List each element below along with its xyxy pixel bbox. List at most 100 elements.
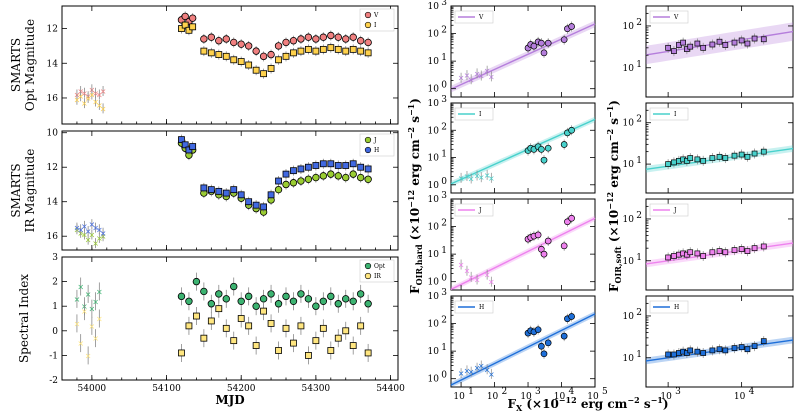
- data-point-cross: ×: [488, 174, 495, 183]
- data-point: [289, 297, 298, 305]
- data-point: [237, 58, 245, 65]
- legend: H: [649, 300, 689, 314]
- data-point-cross: ×: [92, 224, 99, 233]
- data-point-cross: ×: [474, 69, 481, 78]
- data-point-cross: ×: [96, 287, 103, 296]
- data-point: [731, 39, 738, 46]
- y-tick-label: 10: [428, 320, 440, 330]
- series-IR: ×××××××: [74, 299, 372, 365]
- data-point-cross: ×: [89, 230, 96, 239]
- data-point: [540, 49, 548, 57]
- data-point: [215, 51, 223, 58]
- data-point-cross: ×: [81, 230, 88, 239]
- y-tick-label: 12: [47, 25, 58, 35]
- y-tick-label: 10: [428, 154, 440, 164]
- data-point: [207, 317, 215, 325]
- data-point: [327, 160, 335, 168]
- data-point: [282, 180, 290, 189]
- data-point: [207, 300, 216, 308]
- data-point: [267, 50, 275, 59]
- data-point-cross: ×: [74, 295, 81, 304]
- data-point: [319, 45, 327, 53]
- x-axis-label-mjd: MJD: [215, 393, 244, 407]
- data-point: [290, 339, 297, 347]
- data-point: [560, 141, 568, 148]
- data-point-cross: ×: [458, 74, 465, 83]
- data-point: [230, 337, 238, 345]
- data-point: [215, 37, 223, 45]
- y-tick-exp: 0: [441, 274, 447, 284]
- points: [665, 33, 767, 57]
- legend-marker: [364, 262, 372, 270]
- data-point: [185, 26, 193, 34]
- data-point: [687, 155, 694, 161]
- x-tick-exp: 2: [502, 387, 508, 397]
- data-point-cross: ×: [77, 283, 84, 292]
- data-point: [282, 324, 290, 332]
- data-point: [349, 33, 357, 41]
- y-tick-label: 10: [428, 223, 440, 233]
- plot-frame: [645, 102, 794, 194]
- y-axis-label-hard: FOIR,hard (×10−12 erg cm−2 s−1): [406, 98, 424, 294]
- data-point: [282, 292, 290, 301]
- data-point-cross: ×: [488, 72, 495, 81]
- data-point: [230, 38, 238, 47]
- data-point-cross: ×: [484, 67, 491, 76]
- data-point: [334, 33, 342, 41]
- data-point: [700, 44, 707, 51]
- data-point: [252, 342, 260, 349]
- data-point: [289, 179, 298, 187]
- data-point: [215, 305, 223, 313]
- data-point-cross: ×: [464, 172, 471, 181]
- data-point: [687, 43, 694, 50]
- data-point: [568, 313, 575, 320]
- data-point: [290, 49, 297, 57]
- legend: V: [649, 10, 689, 24]
- legend-marker: [364, 21, 372, 29]
- x-tick-label: 54100: [152, 384, 181, 394]
- data-point: [200, 184, 208, 192]
- data-point: [671, 351, 677, 358]
- data-point: [304, 163, 312, 171]
- legend: V: [454, 10, 494, 24]
- points: ×××××××: [458, 125, 575, 184]
- legend: J: [454, 203, 494, 217]
- label-part: (×10: [607, 210, 621, 247]
- data-point-cross: ×: [474, 276, 481, 285]
- data-point: [716, 248, 723, 254]
- data-point-cross: ×: [81, 307, 88, 316]
- data-point: [230, 282, 238, 291]
- y-tick-exp: 0: [441, 177, 447, 187]
- points: ×××××××: [458, 21, 575, 85]
- plot-frame: [645, 295, 794, 388]
- y-tick-label: 10: [428, 278, 440, 288]
- data-point: [237, 297, 245, 305]
- superscript: −1: [651, 395, 663, 405]
- y-axis-label-soft: FOIR,soft (×10−12 erg cm−2 s−1): [605, 100, 623, 292]
- data-point: [349, 342, 357, 349]
- data-point: [222, 324, 230, 332]
- data-point-cross: ×: [488, 278, 495, 287]
- y-tick-exp: 0: [441, 81, 447, 91]
- y-tick-label: 10: [623, 22, 635, 32]
- data-point-cross: ×: [92, 89, 99, 98]
- data-point-cross: ×: [89, 305, 96, 314]
- data-point-cross: ×: [92, 297, 99, 306]
- data-point: [716, 346, 723, 353]
- x-tick-label: 54000: [78, 384, 107, 394]
- data-point: [709, 347, 716, 354]
- data-point: [560, 36, 568, 44]
- data-point-cross: ×: [96, 91, 103, 100]
- data-point: [327, 292, 335, 301]
- data-point: [694, 250, 701, 257]
- data-point: [252, 66, 260, 74]
- data-point: [538, 145, 545, 153]
- data-point: [327, 170, 335, 178]
- data-point: [267, 65, 275, 72]
- plot-frame: [61, 130, 399, 251]
- data-point: [230, 186, 238, 194]
- legend-label: J: [373, 137, 377, 144]
- data-point-cross: ×: [74, 96, 81, 105]
- y-tick-exp: 2: [441, 122, 447, 132]
